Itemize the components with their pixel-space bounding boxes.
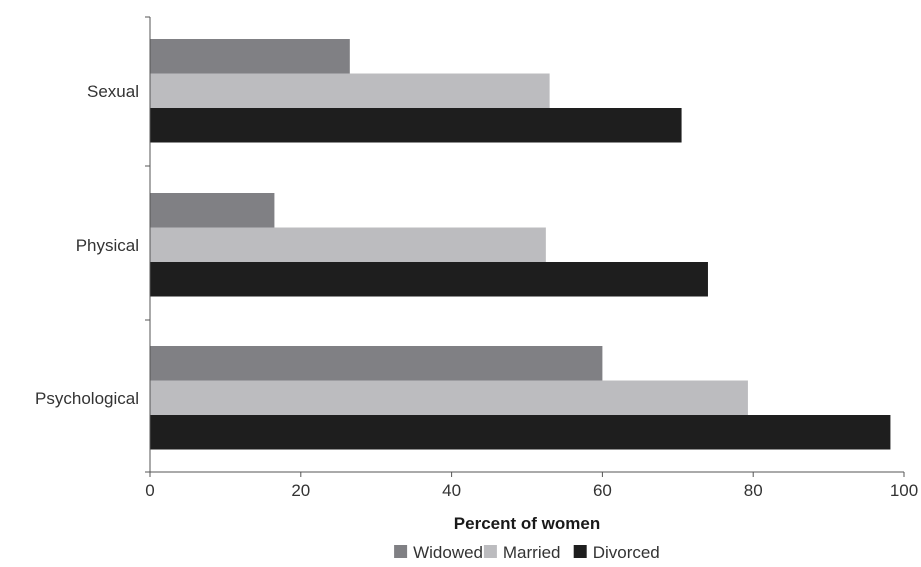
legend-item-divorced: Divorced	[573, 543, 660, 562]
y-tick-label-psychological: Psychological	[35, 389, 139, 408]
bar-physical-widowed	[150, 193, 275, 228]
bar-sexual-married	[150, 73, 550, 108]
bar-sexual-divorced	[150, 108, 682, 143]
x-tick-label-100: 100	[890, 481, 918, 500]
legend-label-widowed: Widowed	[413, 543, 483, 562]
legend-item-widowed: Widowed	[394, 543, 483, 562]
x-tick-label-20: 20	[291, 481, 310, 500]
bar-psychological-married	[150, 380, 748, 415]
axes: Sexual Physical Psychological 0 20 40 60 80 100	[35, 16, 918, 500]
x-tick-label-40: 40	[442, 481, 461, 500]
bar-physical-divorced	[150, 262, 708, 297]
x-tick-label-60: 60	[593, 481, 612, 500]
x-tick-label-80: 80	[744, 481, 763, 500]
x-tick-label-0: 0	[145, 481, 154, 500]
legend: Widowed Married Divorced	[394, 543, 660, 562]
legend-label-married: Married	[503, 543, 561, 562]
bar-psychological-divorced	[150, 415, 891, 450]
bar-psychological-widowed	[150, 346, 603, 381]
legend-swatch-widowed	[394, 545, 408, 558]
y-tick-label-sexual: Sexual	[87, 82, 139, 101]
legend-swatch-married	[483, 545, 497, 558]
legend-swatch-divorced	[573, 545, 587, 558]
legend-label-divorced: Divorced	[593, 543, 660, 562]
x-axis-title: Percent of women	[454, 514, 600, 533]
legend-item-married: Married	[483, 543, 561, 562]
bar-physical-married	[150, 227, 546, 262]
y-tick-label-physical: Physical	[76, 236, 139, 255]
bar-sexual-widowed	[150, 39, 350, 74]
bars	[150, 39, 891, 450]
